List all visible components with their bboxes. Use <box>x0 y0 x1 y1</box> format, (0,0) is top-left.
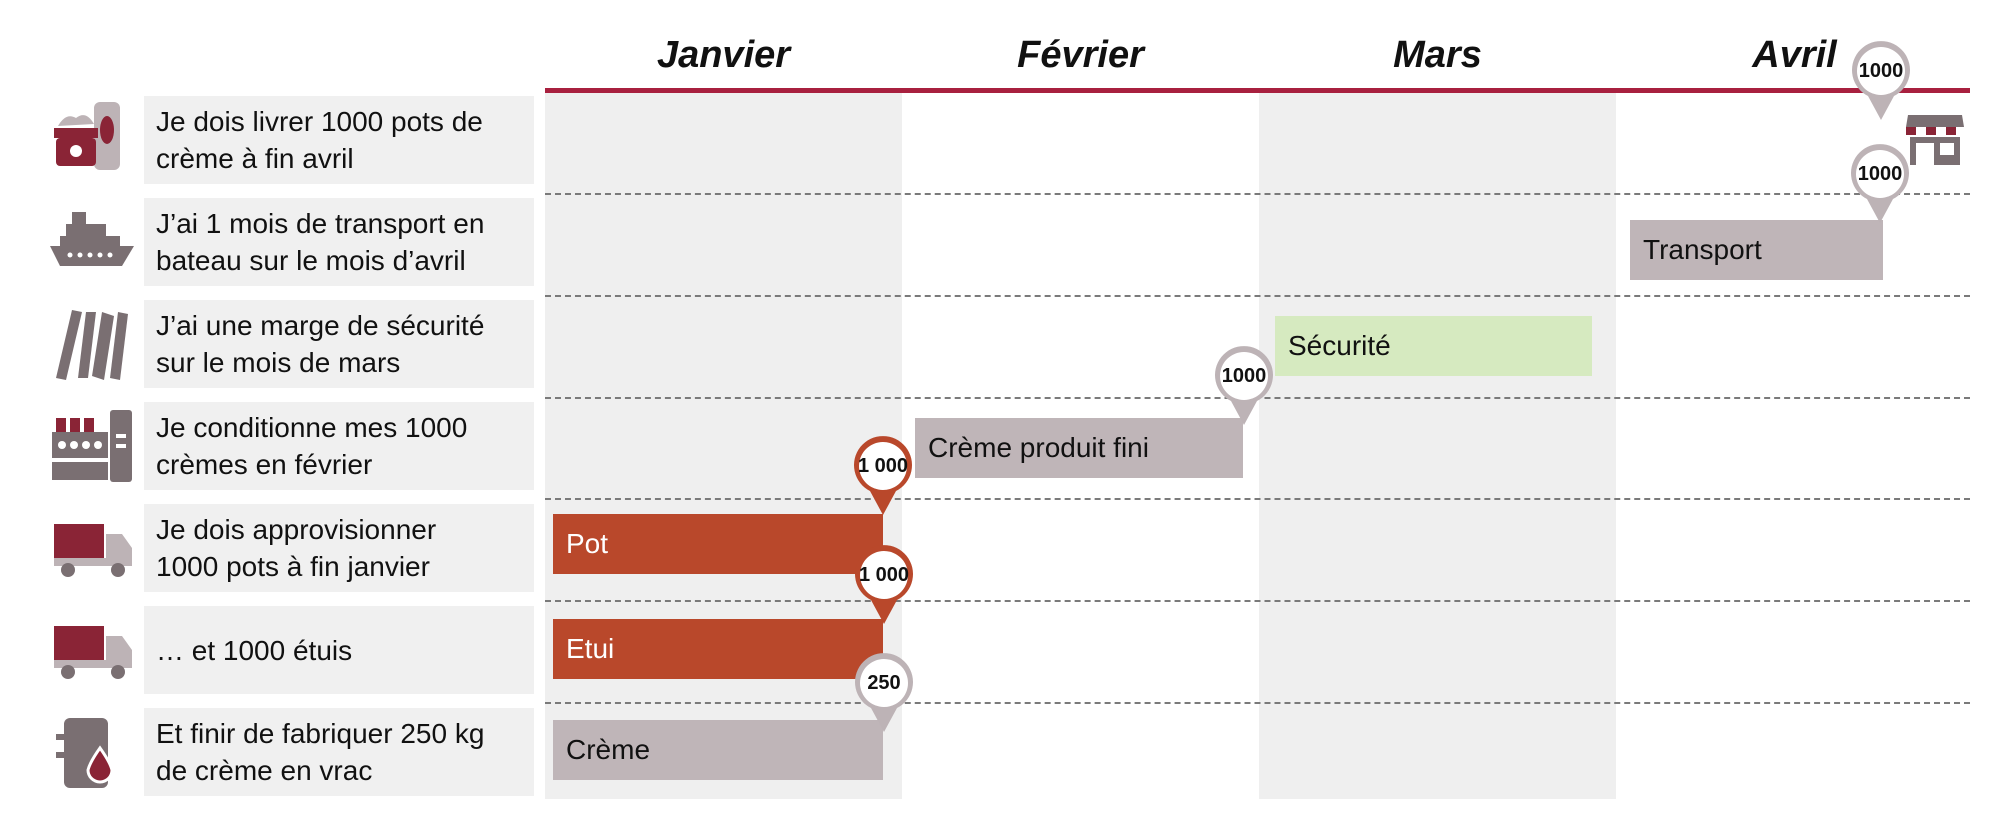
row-label-line: Je conditionne mes 1000 <box>156 412 468 443</box>
gantt-bar-transport: Transport <box>1630 220 1883 280</box>
marker-value: 1000 <box>1221 365 1267 387</box>
packaging-machine-icon <box>52 410 132 482</box>
row-label-bulk: Et finir de fabriquer 250 kg de crème en … <box>144 708 534 796</box>
cream-jar-icon <box>54 102 120 170</box>
marker-value: 1 000 <box>857 455 909 477</box>
month-column-shade-mars <box>1259 93 1616 799</box>
gantt-bar-creme: Crème <box>553 720 883 780</box>
row-label-safety: J’ai une marge de sécurité sur le mois de… <box>144 300 534 388</box>
ship-icon <box>50 212 134 266</box>
row-separator <box>545 193 1970 195</box>
gantt-bar-pot: Pot <box>553 514 883 574</box>
row-label-line: Et finir de fabriquer 250 kg <box>156 718 485 749</box>
row-label-line: crème à fin avril <box>156 143 354 174</box>
row-label-line: 1000 pots à fin janvier <box>156 551 430 582</box>
gantt-bar-etui: Etui <box>553 619 883 679</box>
month-header-avril: Avril <box>1752 34 1837 76</box>
bulk-barrel-icon <box>56 718 114 788</box>
row-separator <box>545 600 1970 602</box>
gantt-bar-securite: Sécurité <box>1275 316 1592 376</box>
quantity-marker-delivery: 1000 <box>1848 38 1914 122</box>
month-header-fevrier: Février <box>1017 34 1144 76</box>
truck-icon <box>54 524 132 577</box>
pin-icon <box>1852 41 1910 120</box>
pin-icon <box>1851 144 1909 223</box>
month-header-janvier: Janvier <box>656 34 791 76</box>
pin-icon <box>855 545 913 624</box>
quantity-marker-packaging: 1000 <box>1211 343 1277 427</box>
row-label-line: J’ai une marge de sécurité <box>156 310 485 341</box>
quantity-marker-creme: 250 <box>851 650 917 734</box>
row-separator <box>545 498 1970 500</box>
row-separator <box>545 702 1970 704</box>
quantity-marker-etui: 1 000 <box>851 542 917 626</box>
row-label-line: Je dois livrer 1000 pots de <box>156 106 483 137</box>
row-label-line: J’ai 1 mois de transport en <box>156 208 485 239</box>
row-label-pots: Je dois approvisionner 1000 pots à fin ja… <box>144 504 534 592</box>
row-label-line: sur le mois de mars <box>156 347 401 378</box>
pin-icon <box>854 436 912 515</box>
binders-icon <box>56 310 128 380</box>
row-label-line: … et 1000 étuis <box>156 634 353 666</box>
truck-icon <box>54 626 132 679</box>
pin-icon <box>855 653 913 732</box>
row-label-line: bateau sur le mois d’avril <box>156 245 466 276</box>
row-separator <box>545 295 1970 297</box>
row-label-transport: J’ai 1 mois de transport en bateau sur le… <box>144 198 534 286</box>
row-label-deliver: Je dois livrer 1000 pots de crème à fin a… <box>144 96 534 184</box>
quantity-marker-pot: 1 000 <box>850 433 916 517</box>
row-label-line: Je dois approvisionner <box>156 514 437 545</box>
quantity-marker-transport: 1000 <box>1847 141 1913 225</box>
marker-value: 250 <box>867 672 901 694</box>
pin-icon <box>1215 346 1273 425</box>
month-header-mars: Mars <box>1393 34 1482 76</box>
marker-value: 1000 <box>1857 163 1903 185</box>
marker-value: 1 000 <box>858 564 910 586</box>
row-label-line: de crème en vrac <box>156 755 373 786</box>
row-label-packaging: Je conditionne mes 1000 crèmes en février <box>144 402 534 490</box>
shop-icon <box>1906 115 1964 165</box>
row-label-cases: … et 1000 étuis <box>144 606 534 694</box>
marker-value: 1000 <box>1858 60 1904 82</box>
row-label-line: crèmes en février <box>156 449 373 480</box>
gantt-bar-creme-produit-fini: Crème produit fini <box>915 418 1243 478</box>
month-column-shade-janvier <box>545 93 902 799</box>
header-rule <box>545 88 1970 93</box>
